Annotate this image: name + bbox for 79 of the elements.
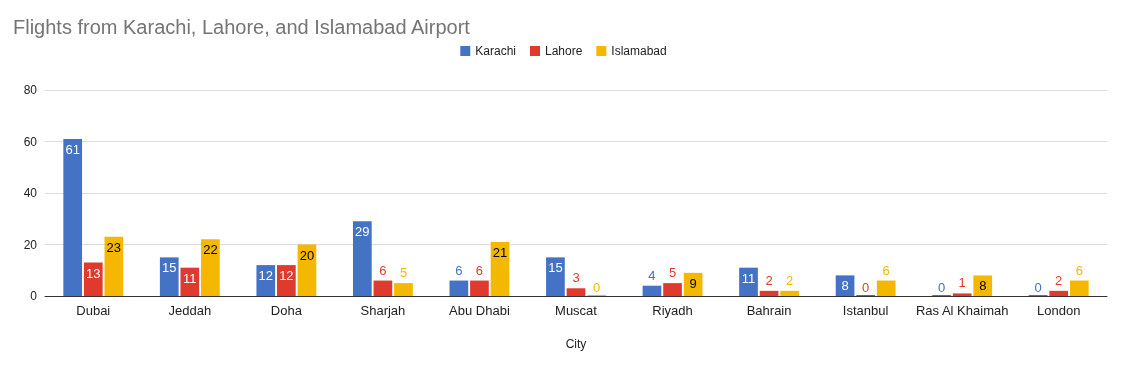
data-label: 5 [668, 265, 677, 281]
data-label: 8 [841, 278, 849, 294]
data-label: 6 [475, 262, 484, 278]
bar [1069, 280, 1089, 296]
bar [159, 257, 179, 296]
data-label: 0 [862, 280, 870, 295]
data-label: 21 [492, 244, 508, 260]
data-label: 2 [765, 272, 773, 288]
data-label: 6 [455, 262, 463, 278]
bar [63, 138, 83, 296]
legend-label: Karachi [475, 44, 516, 58]
x-axis-title: City [565, 337, 587, 351]
data-label: 0 [1034, 280, 1042, 295]
data-label: 2 [1055, 272, 1063, 288]
x-tick-label: Jeddah [168, 303, 212, 318]
data-label: 9 [689, 275, 697, 291]
x-tick-label: Sharjah [360, 303, 406, 318]
data-label: 0 [592, 280, 601, 295]
x-tick-label: Bahrain [746, 303, 792, 318]
data-label: 6 [379, 262, 387, 278]
x-tick-label: Doha [270, 303, 303, 318]
legend-label: Islamabad [611, 44, 667, 58]
x-tick-label: Muscat [555, 303, 598, 318]
bar [973, 275, 993, 296]
bar [663, 283, 682, 296]
bar [1049, 290, 1069, 296]
data-label: 1 [958, 275, 966, 291]
bar [780, 290, 800, 296]
data-label: 15 [162, 260, 177, 276]
x-tick-label: London [1037, 303, 1081, 318]
y-tick-label: 0 [30, 289, 38, 303]
bar [373, 280, 393, 296]
x-tick-label: Riyadh [652, 303, 693, 318]
bar [104, 236, 124, 296]
data-label: 12 [258, 268, 274, 284]
legend-label: Lahore [544, 44, 583, 58]
data-label: 11 [183, 270, 197, 286]
bar [642, 285, 662, 296]
bar [876, 280, 896, 296]
bar [394, 283, 413, 296]
data-label: 6 [1075, 262, 1083, 278]
bar [470, 280, 489, 296]
bar [566, 288, 586, 296]
data-label: 6 [882, 262, 890, 278]
data-label: 15 [548, 260, 563, 276]
data-label: 61 [65, 141, 80, 157]
data-label: 29 [355, 224, 370, 240]
data-label: 0 [937, 280, 946, 295]
data-label: 23 [106, 239, 122, 255]
x-tick-label: Abu Dhabi [449, 303, 510, 318]
x-tick-label: Istanbul [842, 303, 889, 318]
bar [739, 267, 758, 296]
bar [180, 267, 200, 296]
x-tick-label: Dubai [76, 303, 111, 318]
y-tick-label: 60 [23, 134, 38, 149]
chart-title: Flights from Karachi, Lahore, and Islamabad Airport [13, 16, 471, 38]
y-tick-label: 80 [23, 83, 38, 97]
y-tick-label: 20 [23, 237, 38, 252]
bar [256, 265, 276, 296]
bar [352, 221, 372, 296]
data-label: 5 [399, 265, 408, 281]
data-label: 2 [786, 272, 794, 288]
data-label: 13 [86, 265, 101, 281]
y-tick-label: 40 [23, 186, 38, 200]
data-label: 3 [572, 270, 580, 286]
bar [952, 293, 972, 296]
x-tick-label: Ras Al Khaimah [915, 303, 1009, 318]
bar [546, 257, 565, 296]
bar [277, 265, 296, 296]
bar [449, 280, 469, 296]
data-label: 8 [979, 278, 987, 294]
data-label: 22 [203, 242, 218, 258]
bar [490, 241, 510, 296]
data-label: 4 [648, 267, 656, 283]
data-label: 11 [741, 270, 756, 286]
data-label: 12 [279, 268, 294, 284]
data-label: 20 [299, 247, 315, 263]
bar [759, 290, 779, 296]
bar [201, 239, 220, 296]
